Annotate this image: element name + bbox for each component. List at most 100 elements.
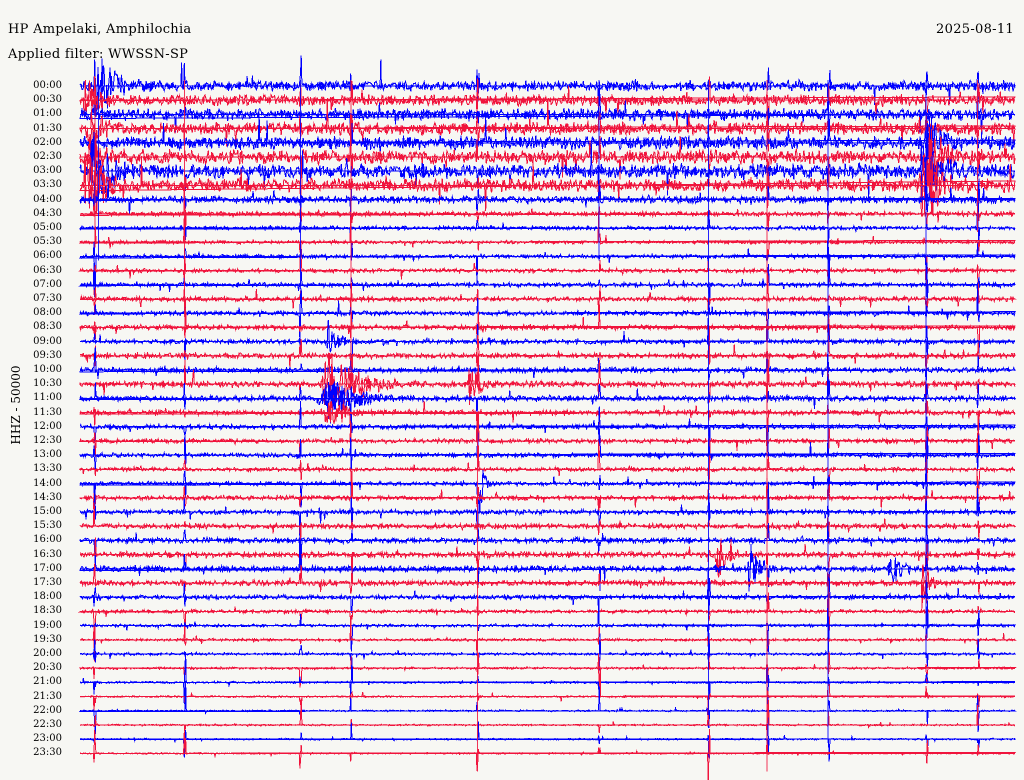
time-axis-labels: 00:00 00:30 01:00 01:30 02:00 02:30 03:00 03:30…: [0, 0, 78, 780]
time-label: 04:00: [33, 193, 62, 205]
trace-row: [79, 55, 1016, 117]
trace-row: [79, 203, 1016, 230]
time-label: 21:30: [33, 690, 62, 702]
time-label: 03:30: [33, 179, 62, 191]
trace-row: [79, 465, 1016, 515]
time-label: 23:00: [33, 733, 62, 745]
time-label: 10:30: [33, 378, 62, 390]
trace-row: [79, 651, 1016, 705]
trace-row: [79, 154, 1016, 217]
time-label: 08:00: [33, 307, 62, 319]
date-label: 2025-08-11: [936, 22, 1014, 37]
trace-row: [79, 721, 1017, 763]
time-label: 21:00: [33, 676, 62, 688]
time-label: 12:30: [33, 435, 62, 446]
time-label: 22:30: [33, 719, 62, 730]
trace-row: [79, 317, 1016, 364]
time-label: 16:00: [33, 534, 62, 546]
trace-row: [78, 581, 1016, 642]
trace-row: [79, 273, 1017, 320]
applied-filter-label: Applied filter: WWSSN-SP: [8, 47, 189, 62]
trace-row: [79, 621, 1017, 670]
time-label: 01:00: [33, 108, 62, 120]
time-label: 20:30: [33, 662, 62, 674]
trace-row: [78, 473, 1016, 516]
trace-row: [79, 728, 1017, 780]
trace-row: [78, 236, 1016, 287]
time-label: 19:30: [33, 633, 62, 645]
trace-row: [79, 698, 1016, 734]
time-label: 23:30: [33, 747, 62, 759]
time-label: 06:00: [33, 250, 62, 262]
trace-row: [79, 666, 1016, 717]
trace-row: [79, 566, 1016, 615]
trace-row: [79, 518, 1016, 571]
trace-row: [79, 652, 1017, 692]
time-label: 11:00: [33, 392, 62, 404]
time-label: 01:30: [33, 122, 62, 134]
time-label: 05:00: [33, 222, 62, 233]
trace-row: [79, 482, 1017, 542]
station-title: HP Ampelaki, Amphilochia: [8, 22, 192, 37]
time-label: 11:30: [33, 406, 62, 418]
time-label: 09:00: [33, 335, 62, 347]
trace-row: [78, 680, 1017, 735]
time-label: 07:00: [33, 278, 62, 290]
time-label: 10:00: [33, 364, 62, 375]
trace-row: [79, 126, 1016, 188]
trace-row: [78, 211, 1016, 259]
trace-row: [79, 395, 1016, 444]
trace-row: [79, 537, 1016, 579]
time-label: 13:30: [33, 463, 62, 475]
trace-row: [78, 441, 1016, 499]
trace-row: [79, 597, 1017, 652]
time-label: 13:00: [33, 449, 62, 461]
time-label: 07:30: [33, 293, 62, 304]
trace-row: [79, 98, 1016, 157]
time-label: 17:30: [33, 577, 62, 588]
trace-row: [79, 140, 1016, 202]
time-label: 02:00: [33, 136, 62, 148]
time-label: 04:30: [33, 207, 62, 219]
time-label: 15:30: [33, 520, 62, 532]
time-label: 14:00: [33, 477, 62, 489]
time-label: 22:00: [33, 704, 62, 716]
time-label: 02:30: [33, 151, 62, 162]
trace-row: [79, 347, 1017, 384]
trace-row: [79, 502, 1017, 544]
time-label: 00:30: [33, 94, 62, 106]
time-label: 06:30: [33, 264, 62, 276]
trace-row: [79, 353, 1017, 410]
trace-row: [79, 428, 1016, 481]
trace-row: [78, 199, 1016, 245]
trace-row: [78, 410, 1016, 471]
trace-row: [79, 538, 1016, 592]
trace-row: [79, 178, 1016, 219]
trace-row: [80, 630, 1016, 671]
trace-row: [79, 563, 1017, 609]
time-label: 20:00: [33, 648, 62, 659]
time-label: 14:30: [33, 491, 62, 503]
trace-row: [79, 370, 1016, 429]
time-label: 15:00: [33, 506, 62, 517]
trace-row: [78, 282, 1016, 343]
trace-row: [79, 334, 1016, 381]
trace-row: [78, 254, 1016, 303]
time-label: 12:00: [33, 420, 62, 432]
time-label: 08:30: [33, 321, 62, 333]
time-label: 18:30: [33, 605, 62, 617]
trace-row: [79, 304, 1016, 354]
trace-row: [78, 243, 1017, 302]
trace-row: [79, 401, 1016, 455]
time-label: 19:00: [33, 619, 62, 631]
trace-row: [79, 112, 1016, 164]
time-label: 18:00: [33, 591, 62, 603]
time-label: 00:00: [33, 80, 62, 91]
time-label: 05:30: [33, 236, 62, 248]
time-label: 17:00: [33, 562, 62, 574]
time-label: 03:00: [33, 165, 62, 177]
time-label: 16:30: [33, 548, 62, 560]
time-label: 09:30: [33, 349, 62, 361]
